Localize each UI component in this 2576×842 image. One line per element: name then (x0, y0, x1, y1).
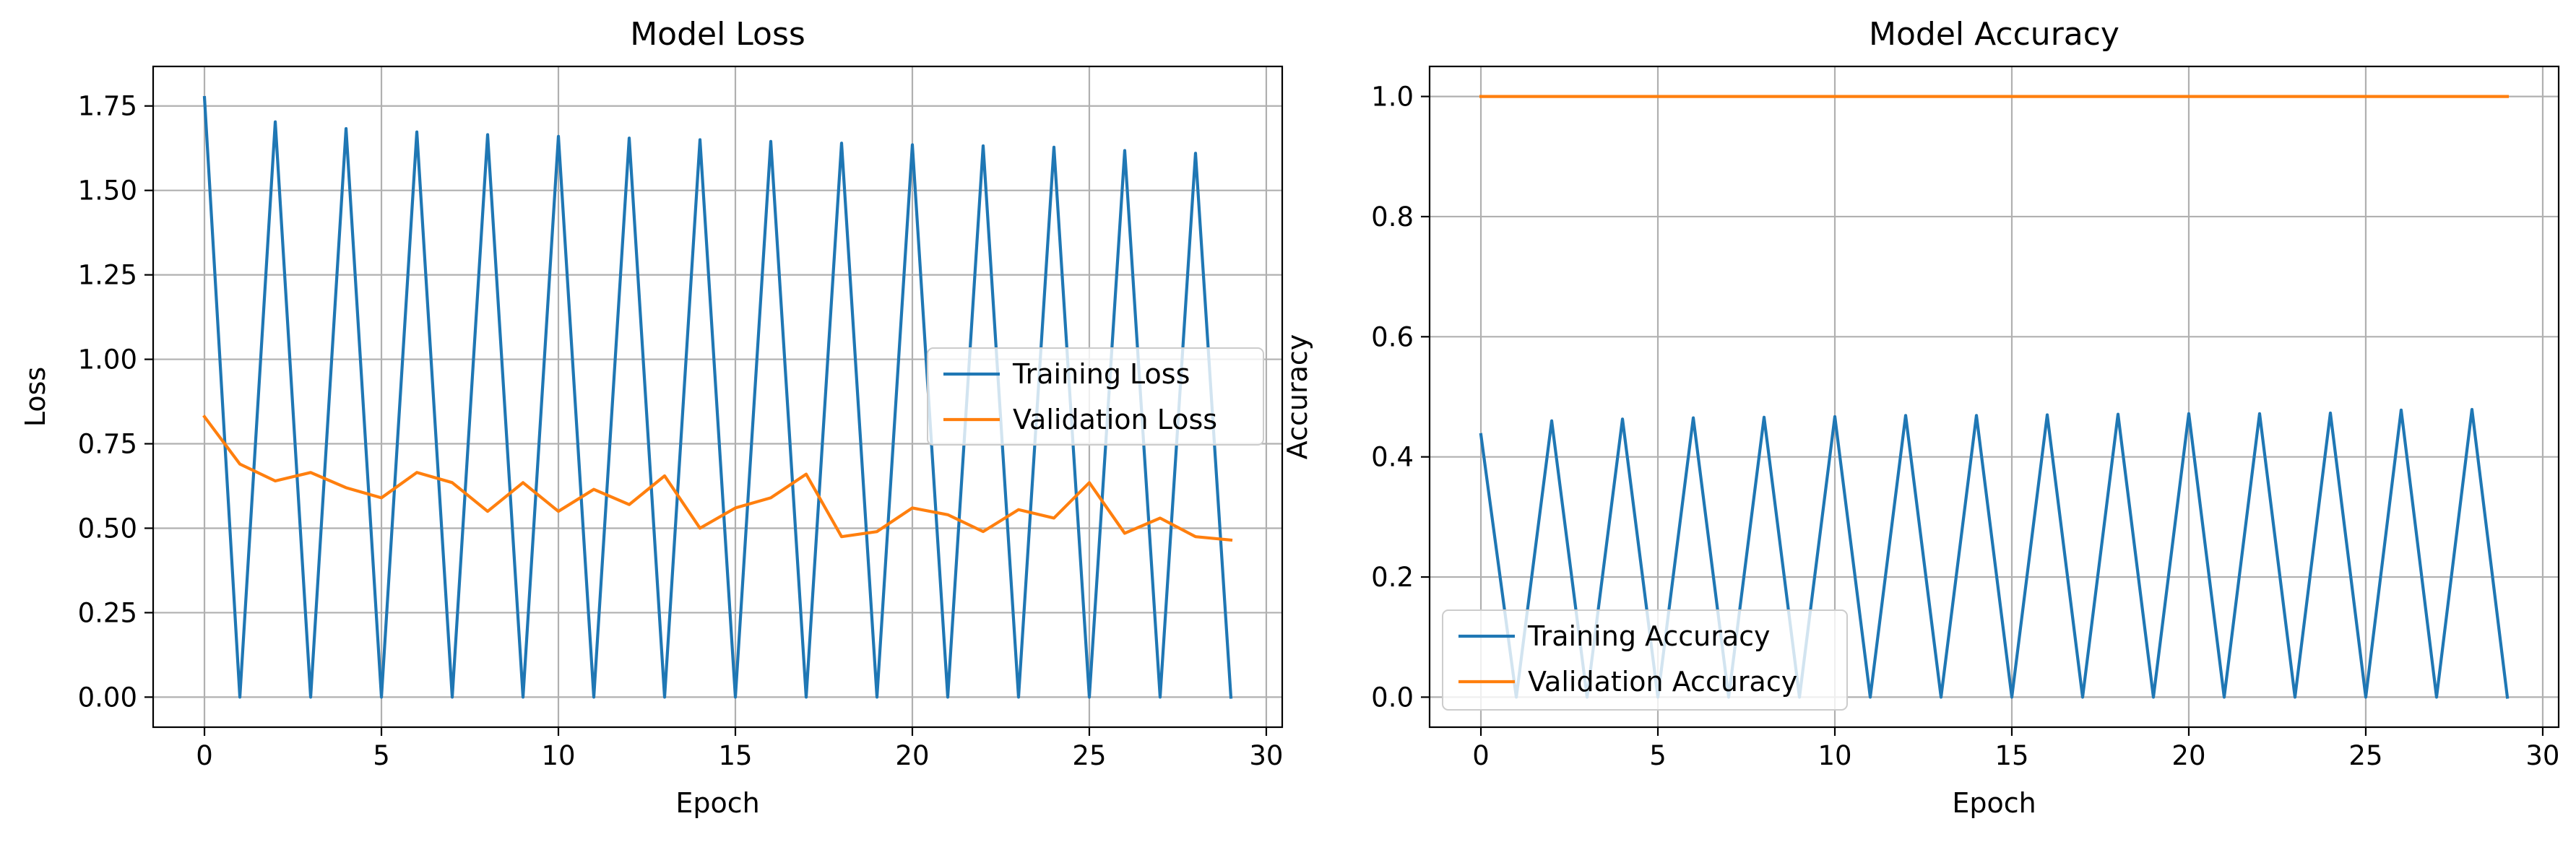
legend-box (927, 347, 1264, 446)
x-tick-label: 5 (373, 740, 390, 771)
x-axis-label: Epoch (675, 787, 759, 819)
legend-box (1442, 609, 1848, 711)
y-tick-label: 0.4 (1371, 442, 1414, 473)
series-line-training (202, 95, 1233, 699)
y-axis-label: Accuracy (1281, 334, 1313, 460)
x-tick-label: 10 (541, 740, 575, 771)
y-tick-label: 0.6 (1371, 321, 1414, 352)
axes-frame (152, 65, 1284, 729)
x-tick-label: 30 (1249, 740, 1283, 771)
legend: Training Accuracy Validation Accuracy (1442, 609, 1848, 711)
x-tick-label: 0 (196, 740, 213, 771)
x-tick-label: 20 (2171, 740, 2205, 771)
chart-panel-loss: 0 5 10 15 20 25 30 0.00 0.25 0.50 0.75 1.00 1.25 1.50… (20, 16, 1283, 819)
x-tick-label: 15 (1994, 740, 2028, 771)
x-tick-label: 30 (2525, 740, 2559, 771)
legend: Training Loss Validation Loss (927, 347, 1264, 446)
y-tick-label: 1.0 (1371, 82, 1414, 113)
y-tick-label: 0.8 (1371, 201, 1414, 233)
chart-title: Model Accuracy (1869, 16, 2119, 53)
y-tick-label: 0.50 (78, 513, 137, 544)
y-tick-label: 0.00 (78, 682, 137, 713)
chart-panel-accuracy: 0 5 10 15 20 25 30 0.0 0.2 0.4 0.6 0.8 1.0 Model Accu… (1281, 16, 2559, 819)
series-line-validation (202, 415, 1233, 542)
y-tick-label: 0.2 (1371, 562, 1414, 593)
chart-title: Model Loss (630, 16, 805, 53)
y-tick-label: 1.75 (78, 91, 137, 122)
y-tick-label: 1.25 (78, 260, 137, 291)
x-tick-label: 5 (1649, 740, 1667, 771)
legend-label-training: Training Loss (1012, 358, 1190, 390)
x-tick-label: 25 (1072, 740, 1106, 771)
y-tick-label: 1.50 (78, 175, 137, 207)
y-tick-label: 0.0 (1371, 682, 1414, 713)
x-axis-label: Epoch (1952, 787, 2036, 819)
y-tick-label: 0.25 (78, 597, 137, 628)
x-tick-label: 20 (895, 740, 929, 771)
x-tick-label: 10 (1818, 740, 1851, 771)
y-tick-label: 1.00 (78, 344, 137, 376)
x-tick-label: 15 (718, 740, 752, 771)
legend-label-validation: Validation Accuracy (1528, 666, 1797, 698)
x-tick-label: 0 (1472, 740, 1490, 771)
axes-frame (1428, 65, 2560, 729)
y-axis-label: Loss (20, 367, 51, 427)
legend-label-validation: Validation Loss (1013, 404, 1217, 435)
y-tick-label: 0.75 (78, 429, 137, 460)
x-tick-label: 25 (2348, 740, 2382, 771)
legend-label-training: Training Accuracy (1527, 620, 1771, 652)
